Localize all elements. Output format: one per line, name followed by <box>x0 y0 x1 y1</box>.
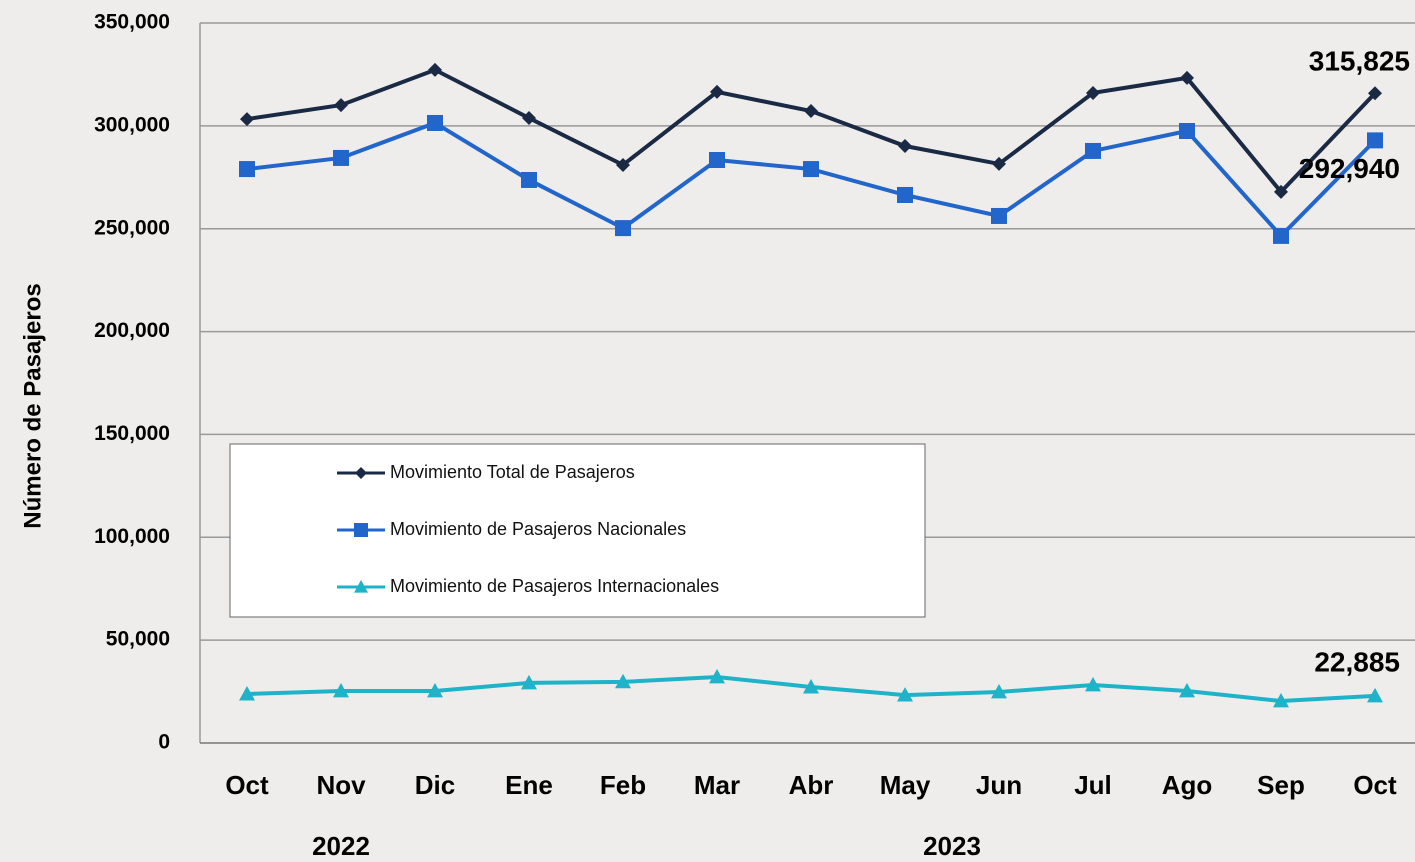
marker <box>709 668 725 684</box>
marker <box>991 683 1007 699</box>
marker <box>616 157 630 172</box>
legend-label: Movimiento Total de Pasajeros <box>390 462 635 482</box>
marker <box>239 161 255 178</box>
year-label: 2022 <box>312 831 370 861</box>
marker <box>1085 676 1101 692</box>
marker <box>1179 682 1195 698</box>
marker <box>521 171 537 188</box>
y-tick-label: 250,000 <box>94 216 170 239</box>
y-axis-label: Número de Pasajeros <box>19 283 46 528</box>
y-tick-label: 50,000 <box>106 628 170 651</box>
marker <box>1368 86 1382 101</box>
marker <box>354 580 368 593</box>
x-tick-label: Ago <box>1162 770 1213 800</box>
x-tick-label: Mar <box>694 770 740 800</box>
legend-label: Movimiento de Pasajeros Nacionales <box>390 519 686 539</box>
marker <box>1274 184 1288 199</box>
y-tick-label: 200,000 <box>94 319 170 342</box>
marker <box>1085 142 1101 159</box>
x-tick-label: Dic <box>415 770 455 800</box>
x-tick-label: Nov <box>316 770 366 800</box>
marker <box>615 220 631 237</box>
marker <box>898 139 912 154</box>
marker <box>897 186 913 203</box>
marker <box>1273 693 1289 708</box>
marker <box>803 679 819 694</box>
marker <box>709 152 725 169</box>
data-label: 22,885 <box>1314 646 1400 677</box>
marker <box>522 111 536 126</box>
marker <box>521 674 537 690</box>
marker <box>427 114 443 131</box>
marker <box>615 673 631 689</box>
x-tick-label: Ene <box>505 770 553 800</box>
x-tick-label: May <box>880 770 931 800</box>
x-tick-label: Abr <box>789 770 834 800</box>
marker <box>1180 70 1194 85</box>
x-tick-label: Jun <box>976 770 1022 800</box>
x-tick-label: Oct <box>225 770 269 800</box>
marker <box>804 104 818 119</box>
marker <box>897 687 913 702</box>
marker <box>427 682 443 698</box>
data-label: 292,940 <box>1299 153 1400 184</box>
x-tick-label: Sep <box>1257 770 1305 800</box>
data-label: 315,825 <box>1309 46 1410 77</box>
y-tick-label: 350,000 <box>94 11 170 34</box>
marker <box>239 686 255 701</box>
marker <box>1367 687 1383 703</box>
marker <box>991 207 1007 224</box>
marker <box>333 149 349 166</box>
x-tick-label: Jul <box>1074 770 1112 800</box>
marker <box>1179 123 1195 139</box>
year-label: 2023 <box>923 831 981 861</box>
x-tick-label: Feb <box>600 770 646 800</box>
marker <box>1086 85 1100 100</box>
marker <box>710 84 724 99</box>
marker <box>1367 132 1383 149</box>
marker <box>1273 227 1289 244</box>
marker <box>354 523 368 537</box>
y-tick-label: 300,000 <box>94 113 170 136</box>
marker <box>334 98 348 113</box>
y-tick-label: 150,000 <box>94 422 170 445</box>
y-tick-label: 0 <box>158 731 170 754</box>
legend-label: Movimiento de Pasajeros Internacionales <box>390 576 719 596</box>
marker <box>992 156 1006 171</box>
marker <box>240 112 254 127</box>
marker <box>333 682 349 698</box>
marker <box>803 161 819 178</box>
marker <box>355 467 367 479</box>
marker <box>428 62 442 77</box>
y-tick-label: 100,000 <box>94 525 170 548</box>
x-tick-label: Oct <box>1353 770 1397 800</box>
